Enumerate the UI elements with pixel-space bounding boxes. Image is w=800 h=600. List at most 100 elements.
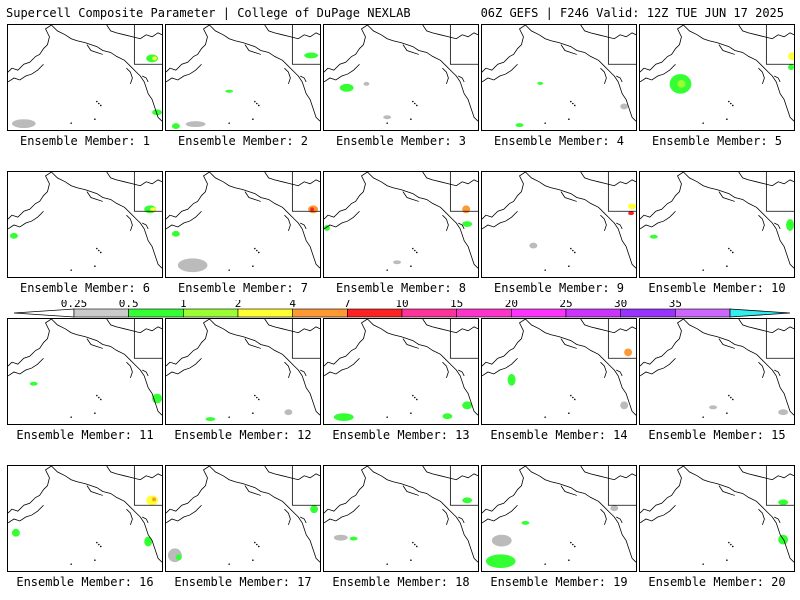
colorbar-high-arrow <box>729 308 790 318</box>
island <box>228 563 230 565</box>
island <box>702 122 704 124</box>
coastline <box>8 466 52 514</box>
coastline <box>166 210 202 230</box>
scp-contour-area <box>152 56 158 61</box>
island <box>572 543 574 546</box>
island <box>386 416 388 418</box>
coastline <box>126 67 133 85</box>
coastline <box>291 466 320 506</box>
scp-contour-area <box>205 417 216 422</box>
coastline <box>482 466 526 514</box>
scp-contour-area <box>363 81 370 86</box>
island <box>254 247 256 250</box>
coastline <box>324 319 368 367</box>
coastline <box>449 172 478 212</box>
scp-contour-area <box>537 81 544 85</box>
island <box>574 545 576 548</box>
coastline <box>449 25 478 65</box>
island <box>254 100 256 103</box>
coastline <box>482 357 518 377</box>
scp-contour-area <box>185 121 206 128</box>
coastline <box>126 508 133 526</box>
coastline <box>324 63 360 83</box>
ensemble-member-map <box>481 465 637 572</box>
scp-contour-area <box>284 409 293 416</box>
coastline <box>683 25 794 122</box>
scp-contour-area <box>333 413 354 422</box>
scp-contour-area <box>628 203 636 210</box>
colorbar-segment <box>183 308 239 318</box>
island <box>568 265 570 267</box>
island <box>544 122 546 124</box>
coastline <box>284 67 291 85</box>
coastline <box>525 172 636 269</box>
coastline <box>51 172 162 269</box>
coastline <box>8 172 52 220</box>
coastline <box>284 508 291 526</box>
coastline <box>324 466 368 514</box>
ensemble-member-label: Ensemble Member: 13 <box>332 428 470 442</box>
coastline <box>422 25 478 40</box>
island <box>410 559 412 561</box>
island <box>544 416 546 418</box>
island <box>96 394 98 397</box>
coastline <box>8 319 52 367</box>
scp-contour-area <box>778 409 789 416</box>
scp-contour-area <box>11 528 20 537</box>
coastline <box>86 191 103 202</box>
coastline <box>142 369 149 377</box>
ensemble-member-map <box>481 171 637 278</box>
island <box>412 541 414 544</box>
coastline <box>774 75 781 83</box>
island <box>254 541 256 544</box>
coastline <box>209 319 320 416</box>
island <box>258 251 260 254</box>
coastline <box>482 63 518 83</box>
ensemble-member-map <box>165 465 321 572</box>
coastline <box>133 172 162 212</box>
coastline <box>300 75 307 83</box>
island <box>730 249 732 252</box>
coastline <box>449 466 478 506</box>
island <box>732 104 734 107</box>
coastline <box>640 63 676 83</box>
island <box>98 102 100 105</box>
colorbar-segment <box>128 308 184 318</box>
scp-contour-area <box>485 554 516 569</box>
colorbar-segment <box>675 308 731 318</box>
scp-contour-area <box>11 119 36 129</box>
colorbar-tick-label: 35 <box>669 300 682 310</box>
island <box>410 118 412 120</box>
coastline <box>51 25 162 122</box>
coastline <box>142 222 149 230</box>
ensemble-member-label: Ensemble Member: 19 <box>490 575 628 589</box>
colorbar-tick-label: 0.5 <box>119 300 139 310</box>
coastline <box>166 357 202 377</box>
coastline <box>324 25 368 73</box>
colorbar-segment <box>292 308 348 318</box>
island <box>410 265 412 267</box>
ensemble-member-map <box>639 465 795 572</box>
coastline <box>560 485 577 496</box>
island <box>412 247 414 250</box>
coastline <box>718 44 735 55</box>
colorbar-tick-label: 10 <box>395 300 408 310</box>
coastline <box>449 319 478 359</box>
coastline <box>244 191 261 202</box>
colorbar-tick-label: 20 <box>505 300 518 310</box>
island <box>574 398 576 401</box>
coastline <box>525 319 636 416</box>
scp-contour-area <box>393 260 401 265</box>
ensemble-member-label: Ensemble Member: 14 <box>490 428 628 442</box>
scp-contour-area <box>709 405 717 410</box>
coastline <box>560 44 577 55</box>
island <box>572 249 574 252</box>
scp-contour-area <box>349 536 358 541</box>
scp-contour-area <box>29 381 38 386</box>
ensemble-member-map <box>7 171 163 278</box>
island <box>94 265 96 267</box>
island <box>96 541 98 544</box>
coastline <box>640 357 676 377</box>
island <box>70 269 72 271</box>
scp-contour-area <box>310 505 319 514</box>
